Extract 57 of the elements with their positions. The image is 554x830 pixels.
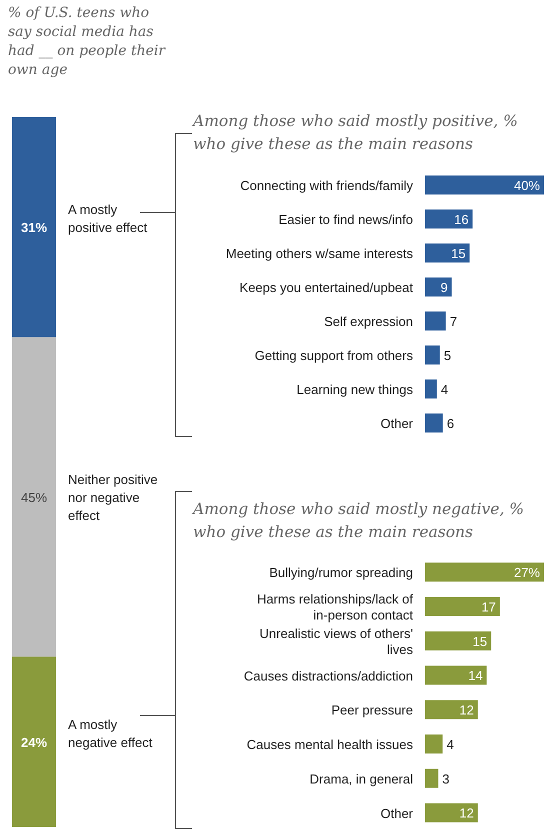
data-label: 3 [442, 771, 450, 786]
y-tick-label: Peer pressure [331, 702, 413, 718]
bar [425, 803, 478, 822]
bar [425, 596, 500, 616]
data-label: 12 [459, 806, 474, 821]
bar [425, 413, 443, 432]
y-tick-label: Connecting with friends/family [240, 178, 414, 193]
chart-title: Among those who said mostly positive, % who give these as the main reasons [193, 111, 519, 155]
data-label: 40% [514, 178, 540, 193]
data-label: 45% [20, 490, 48, 505]
bar [425, 379, 437, 398]
y-tick-label: Unrealistic views of others' lives [260, 626, 414, 657]
data-label: 7 [450, 314, 458, 329]
data-label: 16 [454, 212, 469, 227]
y-tick-label: Drama, in general [310, 771, 414, 786]
bar [425, 277, 452, 296]
chart-title: Among those who said mostly negative, % who give these as the main reasons [193, 499, 526, 543]
data-label: 9 [440, 280, 448, 295]
y-tick-label: Causes mental health issues [246, 737, 414, 752]
bar [425, 175, 544, 194]
data-label: 12 [459, 702, 474, 718]
series-label: A mostly negative effect [68, 716, 154, 752]
data-label: 17 [481, 599, 496, 614]
data-label: 27% [514, 565, 540, 580]
data-label: 15 [451, 246, 466, 261]
bar [425, 562, 544, 582]
bar [425, 666, 487, 685]
data-label: 6 [446, 416, 454, 431]
y-tick-label: Other [380, 806, 414, 821]
y-tick-label: Self expression [324, 314, 413, 329]
y-tick-label: Easier to find news/info [278, 212, 413, 227]
data-label: 4 [446, 736, 454, 752]
text: % of U.S. teens who say social media has had __ on people their own age [8, 4, 167, 80]
data-label: 24% [20, 734, 48, 750]
y-tick-label: Other [380, 416, 414, 431]
bar [425, 311, 446, 330]
y-tick-label: Harms relationships/lack of in-person contact [256, 592, 414, 623]
y-tick-label: Causes distractions/addiction [244, 668, 413, 684]
bar [425, 700, 478, 720]
data-label: 14 [468, 668, 483, 684]
series-label: A mostly positive effect [68, 201, 148, 238]
y-tick-label: Bullying/rumor spreading [269, 565, 413, 580]
bar [425, 734, 443, 754]
bar [425, 243, 470, 262]
bar [425, 345, 440, 364]
y-tick-label: Learning new things [296, 382, 414, 397]
series-label: Neither positive nor negative effect [68, 470, 158, 525]
y-tick-label: Keeps you entertained/upbeat [240, 280, 414, 295]
bar [425, 209, 473, 228]
data-label: 31% [20, 220, 48, 236]
bar [425, 768, 438, 788]
data-label: 4 [440, 382, 448, 397]
y-tick-label: Meeting others w/same interests [226, 246, 414, 261]
data-label: 15 [472, 634, 488, 649]
y-tick-label: Getting support from others [254, 348, 414, 363]
data-label: 5 [444, 348, 452, 363]
bar [425, 631, 492, 650]
